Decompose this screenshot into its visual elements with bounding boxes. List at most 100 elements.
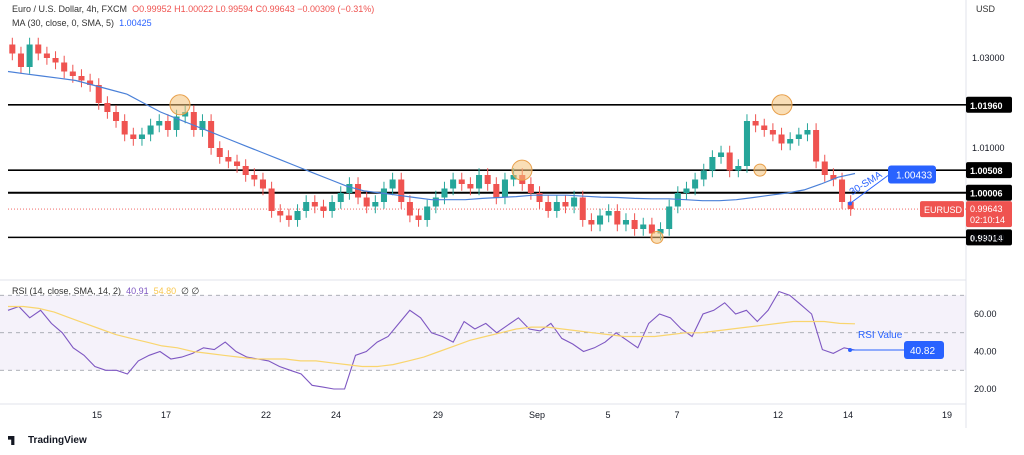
candle-body-21 — [190, 112, 197, 130]
candle-body-63 — [553, 202, 560, 211]
candle-body-89 — [778, 134, 785, 144]
current-price-countdown: 02:10:14 — [970, 215, 1005, 225]
candle-body-83 — [726, 152, 733, 171]
candle-body-84 — [735, 166, 742, 171]
time-tick-6: 5 — [605, 410, 610, 420]
candle-body-42 — [372, 202, 379, 207]
price-line-tag-0 — [966, 96, 1012, 113]
price-line-label-1: 1.00508 — [970, 166, 1003, 176]
rsi-value-tag — [904, 340, 944, 359]
candle-body-35 — [311, 202, 318, 207]
candle-body-34 — [303, 202, 310, 211]
candle-body-93 — [813, 130, 820, 162]
candle-body-37 — [329, 202, 336, 211]
candle-body-1 — [17, 53, 24, 67]
candle-body-3 — [35, 44, 42, 54]
time-tick-5: Sep — [529, 410, 545, 420]
candle-body-4 — [43, 53, 50, 58]
candle-body-40 — [355, 184, 362, 198]
current-price-label: 0.99643 — [970, 204, 1003, 214]
time-tick-7: 7 — [674, 410, 679, 420]
candle-body-82 — [718, 152, 725, 157]
candle-body-55 — [484, 175, 491, 184]
time-tick-2: 22 — [261, 410, 271, 420]
rsi-band — [0, 294, 966, 371]
candle-body-49 — [432, 197, 439, 207]
candle-body-72 — [631, 220, 638, 229]
rsi-legend: RSI (14, close, SMA, 14, 2) 40.91 54.80 … — [12, 286, 199, 297]
candle-body-13 — [121, 121, 128, 135]
candle-body-62 — [545, 202, 552, 211]
candle-body-97 — [847, 202, 854, 210]
symbol-title: Euro / U.S. Dollar, 4h, FXCM — [12, 4, 128, 14]
sma-value-tag — [888, 165, 936, 184]
pivot-marker-1 — [511, 159, 533, 181]
candle-body-88 — [769, 130, 776, 135]
candle-body-96 — [839, 179, 846, 202]
candle-body-15 — [138, 134, 145, 139]
candle-body-69 — [605, 211, 612, 216]
price-line-label-2: 1.00006 — [970, 189, 1003, 199]
candle-body-90 — [787, 139, 794, 144]
axes: 1.03000 1.01000 0.99000 60.00 40.00 20.00 15 17… — [92, 53, 1005, 420]
price-level-lines: 1.01960 1.00508 1.00006 0.99014 EURUSD 0.9964… — [8, 96, 1012, 246]
rsi-label: RSI (14, close, SMA, 14, 2) — [12, 286, 122, 296]
price-line-tag-3 — [966, 229, 1012, 246]
candle-body-26 — [234, 161, 241, 166]
candle-body-6 — [61, 62, 68, 72]
sma-dot — [848, 201, 852, 206]
rsi-line — [7, 290, 856, 390]
candle-body-46 — [406, 202, 413, 216]
candle-body-60 — [527, 184, 534, 193]
candle-body-24 — [216, 148, 223, 157]
candle-body-64 — [562, 202, 569, 207]
candle-body-32 — [285, 215, 292, 220]
candle-body-58 — [510, 175, 517, 180]
candle-body-45 — [398, 179, 405, 202]
price-line-label-0: 1.01960 — [970, 101, 1003, 111]
current-price-tag — [966, 201, 1012, 228]
ma-legend: MA (30, close, 0, SMA, 5) 1.00425 — [12, 18, 152, 28]
rsi-legend-value: 40.91 — [126, 286, 149, 296]
sma-pointer — [849, 175, 889, 204]
current-symbol-tag — [920, 201, 964, 218]
candle-body-31 — [277, 211, 284, 216]
candle-body-19 — [173, 116, 180, 130]
pivot-markers — [169, 94, 793, 244]
candle-body-65 — [571, 197, 578, 207]
tradingview-icon — [8, 436, 15, 445]
candle-body-25 — [225, 157, 232, 162]
candle-body-56 — [493, 184, 500, 198]
candle-body-57 — [501, 179, 508, 198]
candle-body-76 — [666, 206, 673, 229]
candle-body-5 — [52, 58, 59, 63]
candle-body-79 — [692, 179, 699, 189]
price-tick-1: 1.01000 — [972, 143, 1005, 153]
pivot-marker-2 — [753, 163, 767, 177]
price-tick-2: 0.99000 — [972, 233, 1005, 243]
candle-body-86 — [752, 121, 759, 126]
price-line-label-3: 0.99014 — [970, 233, 1003, 243]
time-tick-0: 15 — [92, 410, 102, 420]
candle-body-9 — [87, 80, 94, 85]
candle-body-61 — [536, 193, 543, 202]
candle-body-85 — [743, 121, 750, 166]
rsi-sma-line — [8, 305, 856, 368]
candle-body-30 — [268, 188, 275, 211]
candle-body-54 — [476, 175, 483, 189]
rsi-sma-legend-value: 54.80 — [153, 286, 177, 296]
candle-body-33 — [294, 211, 301, 220]
sma-line — [7, 70, 856, 202]
pivot-marker-4 — [771, 94, 793, 116]
candle-body-78 — [683, 188, 690, 193]
candle-body-92 — [804, 130, 811, 135]
candle-body-38 — [337, 193, 344, 202]
symbol-legend: Euro / U.S. Dollar, 4h, FXCM O0.99952 H1… — [12, 4, 374, 14]
pivot-marker-0 — [169, 94, 191, 116]
candle-body-11 — [104, 103, 111, 112]
candle-body-75 — [657, 229, 664, 234]
candle-body-16 — [147, 125, 154, 135]
rsi-tick-0: 60.00 — [974, 309, 997, 319]
candle-body-66 — [579, 197, 586, 220]
